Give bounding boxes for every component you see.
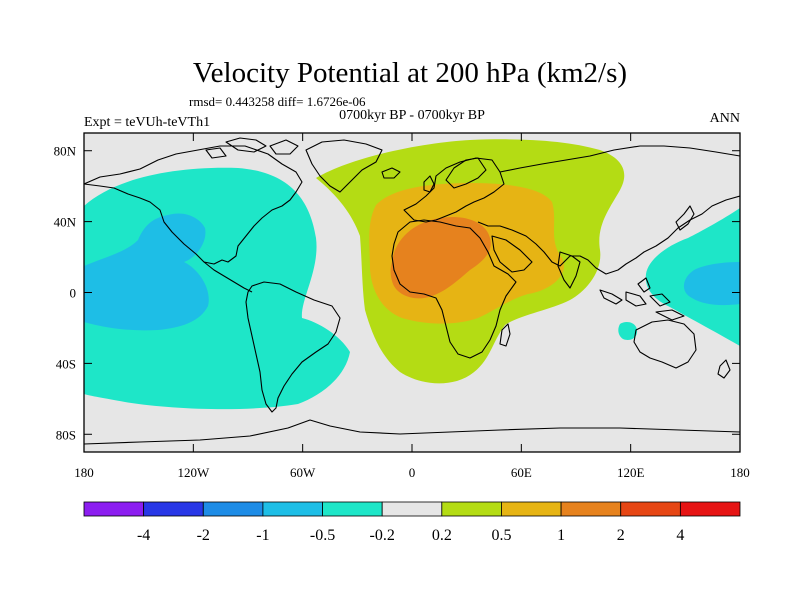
colorbar-swatch xyxy=(262,501,323,517)
y-tick-label: 80N xyxy=(54,144,77,159)
x-tick-label: 60E xyxy=(511,465,532,480)
coastline-south-america xyxy=(245,281,341,413)
region-sahara-max xyxy=(390,216,491,299)
coastline-japan xyxy=(675,205,695,231)
stats-text: rmsd= 0.443258 diff= 1.6726e-06 xyxy=(189,94,366,109)
y-tick-label: 40N xyxy=(54,215,77,230)
coastline-europe xyxy=(403,157,505,223)
colorbar: -4 -2 -1 -0.5 -0.2 0.2 0.5 1 2 4 xyxy=(83,501,741,544)
colorbar-swatch xyxy=(679,501,741,517)
period-label: 0700kyr BP - 0700kyr BP xyxy=(339,108,485,123)
coastline-new-zealand xyxy=(717,359,731,379)
colorbar-swatch xyxy=(83,501,145,517)
colorbar-level-label: 2 xyxy=(617,527,625,544)
coastline-australia xyxy=(633,319,697,369)
region-eastern-pacific-core xyxy=(84,213,209,331)
colorbar-swatch xyxy=(202,501,264,517)
coastline-antarctica xyxy=(84,419,740,445)
colorbar-swatch xyxy=(560,501,622,517)
coastline-central-america xyxy=(203,261,253,293)
coastline-africa xyxy=(391,219,517,359)
colorbar-level-label: -2 xyxy=(197,527,210,544)
coastline-britain xyxy=(423,175,435,193)
region-australia-patch xyxy=(618,322,638,340)
colorbar-swatch xyxy=(143,501,204,517)
colorbar-swatch xyxy=(620,501,681,517)
region-western-pacific-core xyxy=(683,262,740,306)
colorbar-swatch xyxy=(322,501,383,517)
colorbar-swatch xyxy=(501,501,562,517)
coastline-north-america xyxy=(84,145,303,265)
colorbar-level-label: -0.2 xyxy=(370,527,395,544)
x-tick-label: 120W xyxy=(177,465,210,480)
y-tick-label: 0 xyxy=(70,286,77,301)
colorbar-level-label: -1 xyxy=(256,527,269,544)
colorbar-level-label: -0.5 xyxy=(310,527,335,544)
coastline-india xyxy=(557,251,581,289)
contour-fill xyxy=(84,139,740,410)
coastline-asia xyxy=(477,145,740,275)
coastline-greenland xyxy=(305,139,383,193)
colorbar-swatch xyxy=(381,501,443,517)
experiment-label: Expt = teVUh-teVTh1 xyxy=(84,115,210,130)
x-tick-label: 180 xyxy=(730,465,750,480)
colorbar-level-label: -4 xyxy=(137,527,150,544)
map-panel: 180 120W 60W 0 60E 120E 180 80N 40N 0 40S 80S xyxy=(54,132,750,480)
coastlines xyxy=(84,137,740,445)
x-tick-label: 120E xyxy=(617,465,645,480)
coastline-arabia xyxy=(491,235,533,273)
coastline-iceland xyxy=(381,167,401,179)
colorbar-level-label: 4 xyxy=(676,527,684,544)
axis-ticks: 180 120W 60W 0 60E 120E 180 80N 40N 0 40S 80S xyxy=(54,133,750,480)
season-label: ANN xyxy=(710,111,740,126)
coastline-madagascar xyxy=(499,323,511,347)
colorbar-level-label: 1 xyxy=(557,527,565,544)
colorbar-swatch xyxy=(441,501,502,517)
colorbar-level-label: 0.5 xyxy=(491,527,511,544)
x-tick-label: 180 xyxy=(74,465,94,480)
colorbar-level-label: 0.2 xyxy=(432,527,452,544)
coastline-scandinavia xyxy=(445,157,487,189)
x-tick-label: 60W xyxy=(290,465,316,480)
y-tick-label: 40S xyxy=(56,356,76,371)
coastline-maritime-continent xyxy=(599,277,685,321)
chart-title: Velocity Potential at 200 hPa (km2/s) xyxy=(193,57,627,89)
coastline-canadian-arctic xyxy=(205,137,299,159)
x-tick-label: 0 xyxy=(409,465,416,480)
y-tick-label: 80S xyxy=(56,427,76,442)
